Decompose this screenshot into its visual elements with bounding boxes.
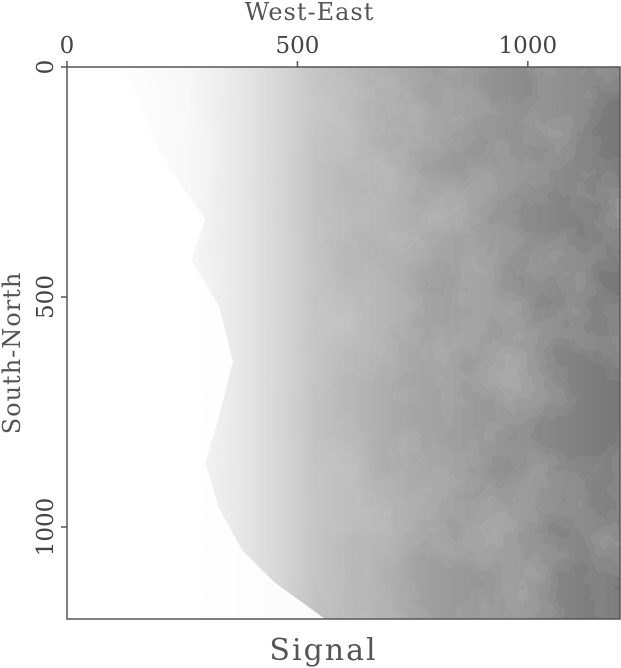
x-tick-label: 0 — [60, 33, 75, 59]
x-axis-ticks: 0 500 1000 — [60, 33, 557, 67]
y-tick-label: 0 — [33, 60, 59, 75]
x-tick-label: 500 — [275, 33, 319, 59]
x-axis-label: West-East — [245, 0, 375, 26]
plot-frame — [66, 66, 621, 620]
x-tick-label: 1000 — [499, 33, 558, 59]
heatmap-west-white-region — [67, 67, 326, 619]
heatmap-image — [67, 67, 620, 619]
y-tick-label: 1000 — [33, 498, 59, 557]
y-tick-label: 500 — [33, 275, 59, 319]
y-axis-ticks: 0 500 1000 — [33, 60, 67, 557]
y-axis-label: South-North — [0, 272, 26, 435]
chart-title: Signal — [269, 633, 377, 668]
